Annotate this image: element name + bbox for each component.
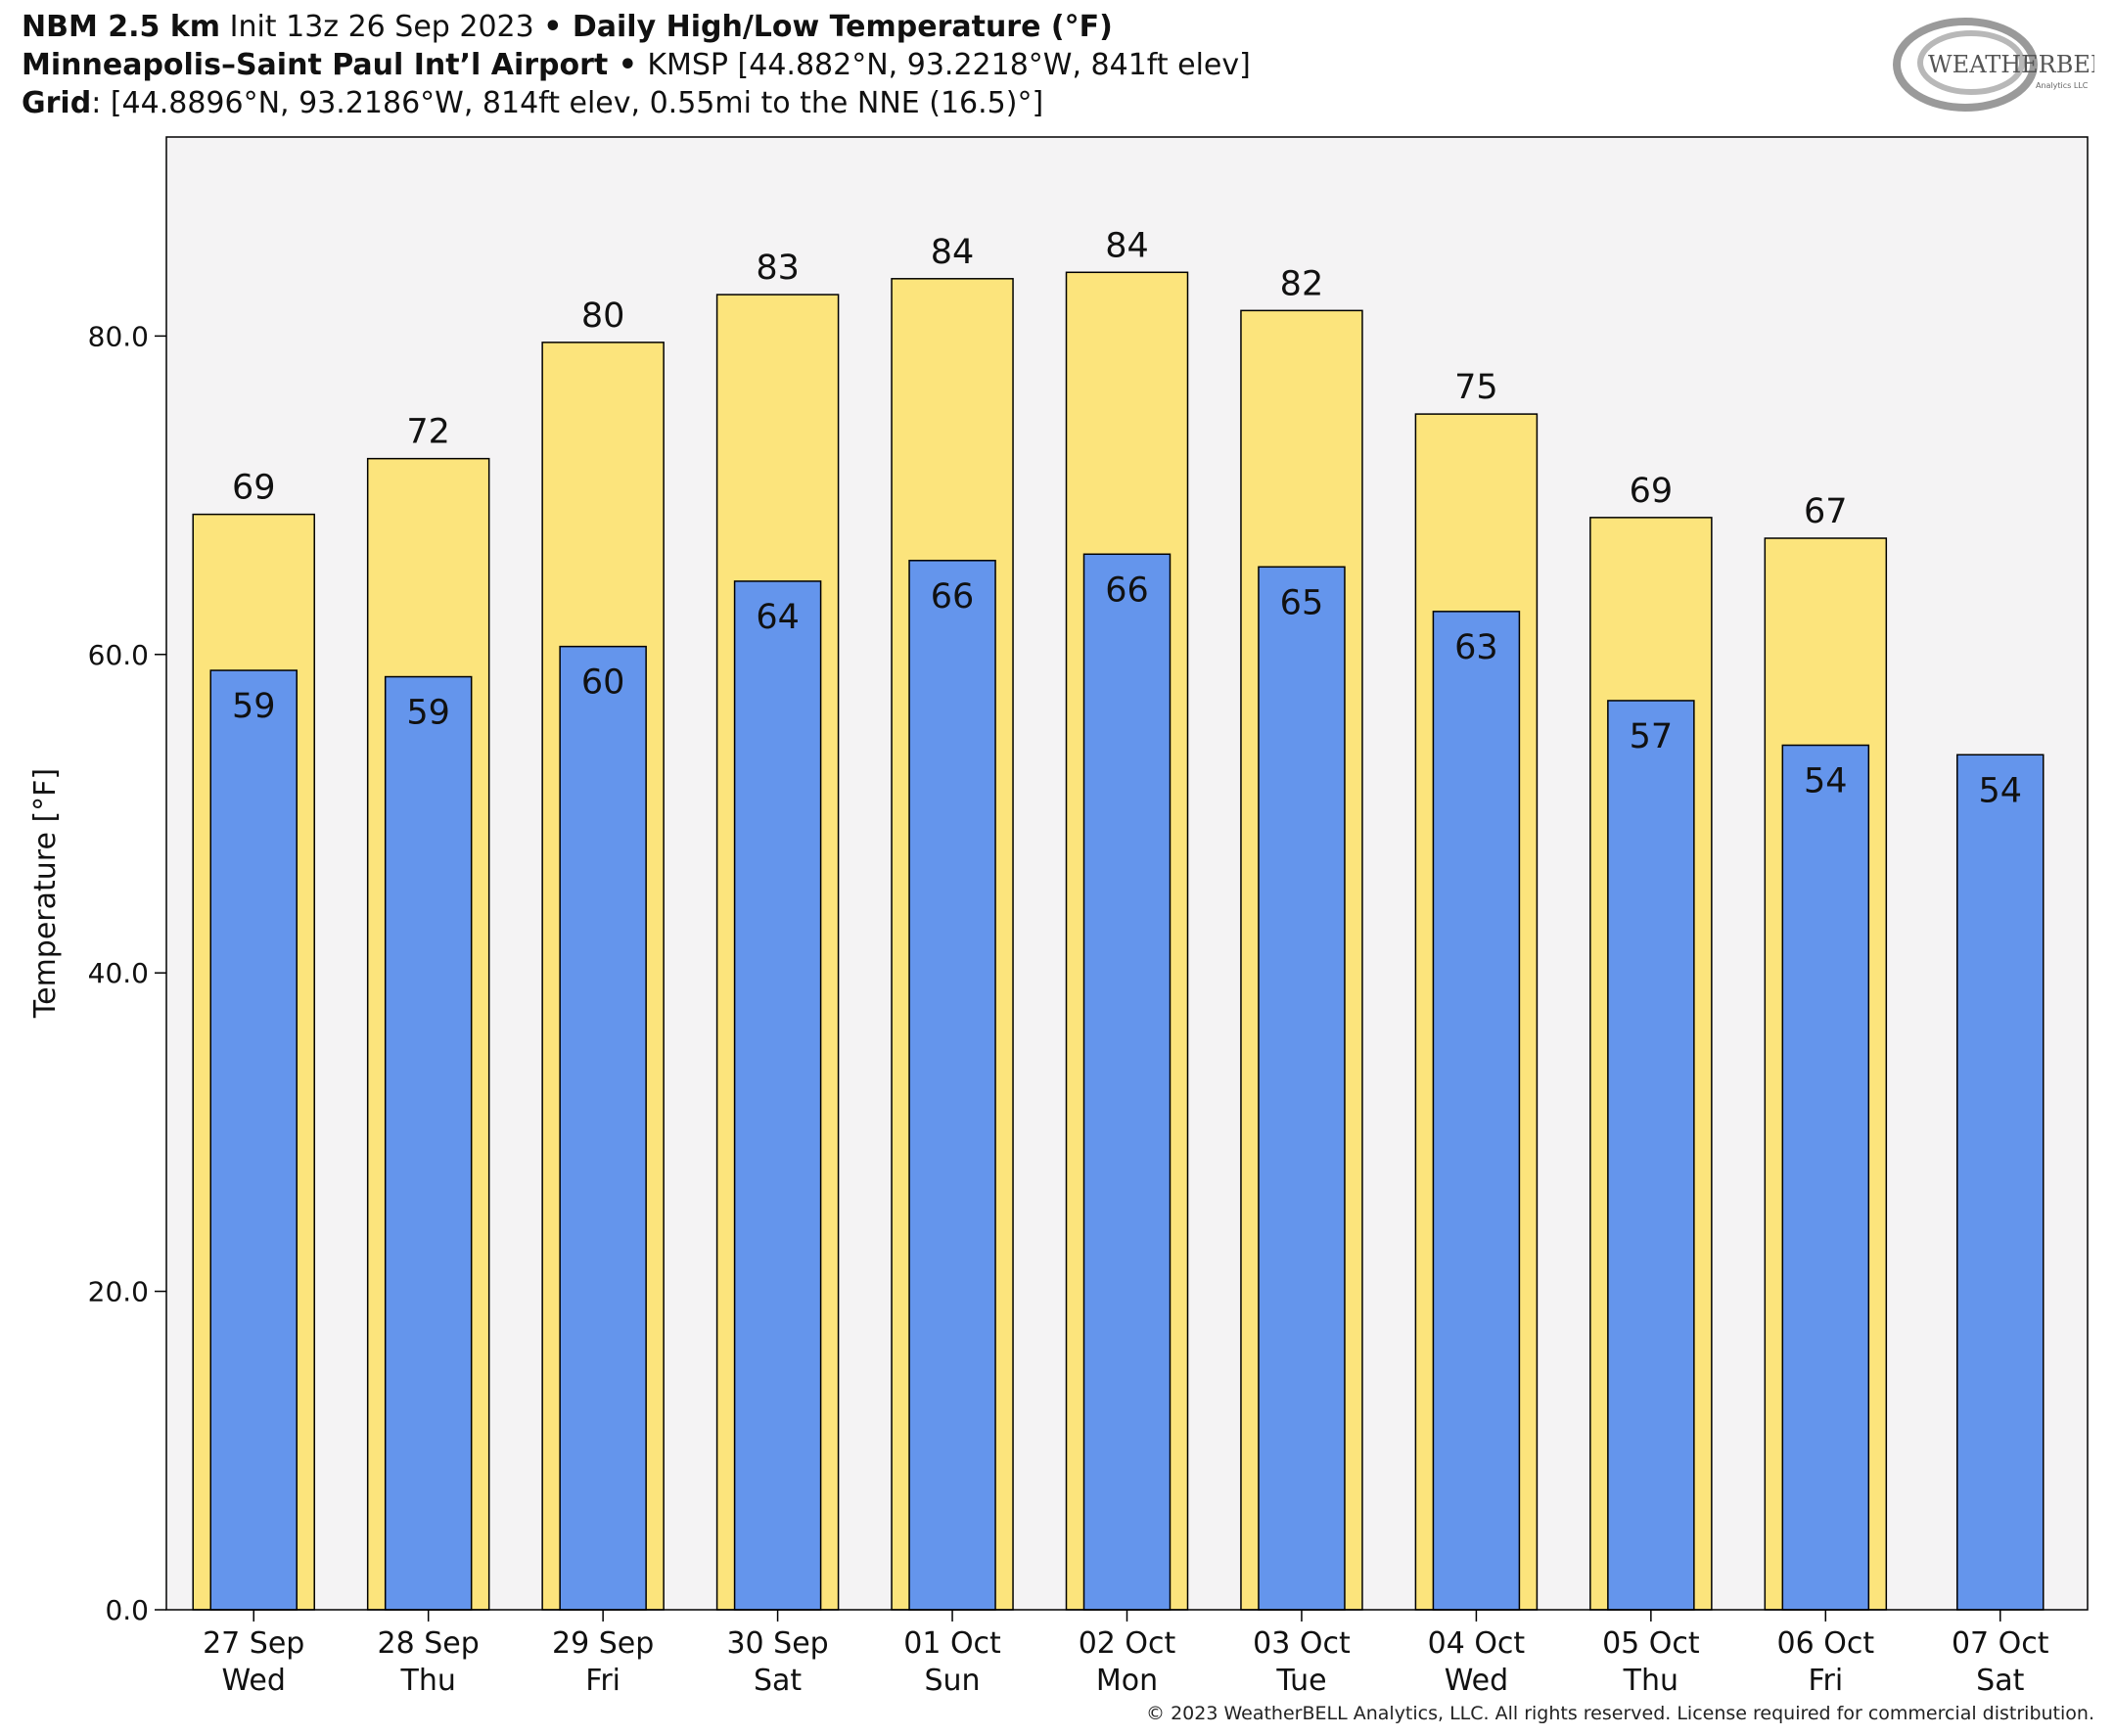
header-line-2: Minneapolis–Saint Paul Int’l Airport • K…	[22, 46, 1251, 84]
x-tick-weekday: Wed	[222, 1664, 286, 1698]
low-value-label: 57	[1630, 717, 1674, 756]
grid-label: Grid	[22, 86, 92, 120]
x-tick-date: 29 Sep	[552, 1626, 654, 1661]
low-value-label: 66	[1105, 571, 1149, 610]
low-bar	[1607, 700, 1695, 1611]
x-tick-date: 28 Sep	[378, 1626, 480, 1661]
y-tick-label: 80.0	[88, 320, 149, 352]
low-value-label: 63	[1454, 628, 1498, 667]
high-value-label: 84	[931, 233, 975, 272]
x-tick-date: 01 Oct	[903, 1626, 1001, 1661]
low-bar	[384, 675, 473, 1611]
y-tick-label: 40.0	[88, 957, 149, 989]
x-tick-date: 27 Sep	[203, 1626, 304, 1661]
logo-subtext: Analytics LLC	[2036, 81, 2089, 90]
x-tick-date: 30 Sep	[726, 1626, 828, 1661]
low-value-label: 54	[1978, 771, 2022, 810]
low-bar	[908, 560, 996, 1611]
low-bar	[733, 580, 822, 1611]
x-tick-weekday: Fri	[1808, 1664, 1843, 1698]
high-value-label: 72	[406, 413, 450, 452]
chart-header: NBM 2.5 km Init 13z 26 Sep 2023 • Daily …	[22, 8, 1251, 122]
header-line-1: NBM 2.5 km Init 13z 26 Sep 2023 • Daily …	[22, 8, 1251, 46]
low-bar	[559, 645, 647, 1611]
high-value-label: 75	[1454, 368, 1498, 407]
low-value-label: 54	[1804, 762, 1848, 801]
low-value-label: 60	[581, 663, 625, 703]
y-tick-label: 0.0	[105, 1594, 149, 1626]
logo-swirl-inner-icon	[1917, 30, 2025, 95]
x-tick-date: 02 Oct	[1079, 1626, 1176, 1661]
x-tick-date: 07 Oct	[1952, 1626, 2049, 1661]
x-tick-weekday: Fri	[585, 1664, 620, 1698]
high-value-label: 69	[232, 469, 276, 508]
y-tick-label: 20.0	[88, 1276, 149, 1308]
y-axis: 0.0 20.0 40.0 60.0 80.0	[88, 320, 166, 1626]
header-separator: •	[608, 48, 648, 82]
header-line-3: Grid: [44.8896°N, 93.2186°W, 814ft elev,…	[22, 84, 1251, 122]
low-bar	[1956, 754, 2045, 1611]
bar-value-labels: 69 59 72 59 80 60 83 64 84 66 84 66 82 65 75 63 69 57 67 54…	[232, 226, 2022, 810]
high-value-label: 67	[1804, 492, 1848, 531]
init-time: Init 13z 26 Sep 2023	[220, 10, 544, 44]
model-name: NBM 2.5 km	[22, 10, 221, 44]
station-name: Minneapolis–Saint Paul Int’l Airport	[22, 48, 609, 82]
y-axis-label: Temperature [°F]	[28, 768, 63, 1019]
weatherbell-logo: WEATHERBELL Analytics LLC	[1893, 18, 2094, 112]
x-tick-weekday: Wed	[1445, 1664, 1508, 1698]
low-value-label: 59	[232, 687, 276, 726]
high-value-label: 69	[1630, 472, 1674, 511]
x-tick-date: 05 Oct	[1602, 1626, 1700, 1661]
y-tick-label: 60.0	[88, 639, 149, 671]
product-title: Daily High/Low Temperature (°F)	[562, 10, 1113, 44]
grid-details: : [44.8896°N, 93.2186°W, 814ft elev, 0.5…	[91, 86, 1044, 120]
high-value-label: 82	[1280, 264, 1324, 303]
low-value-label: 59	[406, 694, 450, 733]
x-tick-date: 03 Oct	[1253, 1626, 1351, 1661]
high-value-label: 80	[581, 297, 625, 336]
x-tick-date: 06 Oct	[1777, 1626, 1875, 1661]
low-bar	[1258, 566, 1346, 1611]
x-tick-weekday: Sun	[925, 1664, 981, 1698]
low-temperature-bars	[209, 553, 2045, 1611]
low-bar	[1082, 553, 1172, 1611]
x-tick-weekday: Sat	[754, 1664, 802, 1698]
x-tick-weekday: Sat	[1976, 1664, 2024, 1698]
logo-swirl-icon	[1893, 18, 2038, 112]
low-value-label: 65	[1280, 583, 1324, 622]
high-value-label: 83	[756, 249, 800, 288]
low-bar	[1432, 611, 1521, 1611]
x-tick-date: 04 Oct	[1428, 1626, 1526, 1661]
copyright-notice: © 2023 WeatherBELL Analytics, LLC. All r…	[1146, 1703, 2094, 1724]
low-bar	[209, 669, 298, 1611]
low-value-label: 66	[931, 577, 975, 617]
x-tick-weekday: Thu	[400, 1664, 456, 1698]
logo-text: WEATHERBELL	[1928, 51, 2094, 78]
x-tick-weekday: Mon	[1096, 1664, 1158, 1698]
x-tick-weekday: Thu	[1623, 1664, 1678, 1698]
low-bar	[1781, 744, 1870, 1611]
low-value-label: 64	[756, 598, 800, 637]
header-separator: •	[543, 10, 563, 44]
station-details: KMSP [44.882°N, 93.2218°W, 841ft elev]	[647, 48, 1251, 82]
x-tick-weekday: Tue	[1275, 1664, 1326, 1698]
high-value-label: 84	[1105, 226, 1149, 265]
